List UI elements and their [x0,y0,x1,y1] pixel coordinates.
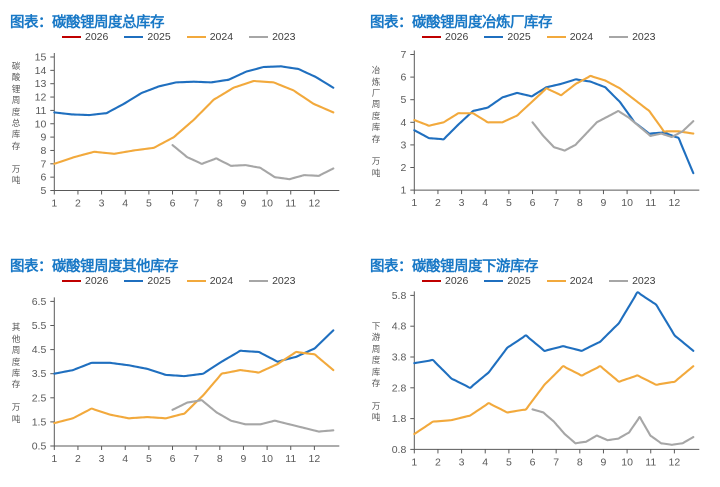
svg-text:12: 12 [669,456,681,468]
svg-text:6: 6 [40,172,46,184]
svg-text:3: 3 [99,453,105,465]
svg-text:7: 7 [40,158,46,170]
svg-text:12: 12 [669,197,681,209]
svg-text:10: 10 [261,453,273,465]
svg-text:12: 12 [35,92,47,104]
svg-text:3: 3 [459,197,465,209]
svg-text:3: 3 [99,198,105,210]
svg-text:5: 5 [40,185,46,197]
svg-text:9: 9 [601,197,607,209]
svg-text:11: 11 [645,456,656,468]
svg-text:9: 9 [601,456,607,468]
svg-text:2: 2 [435,197,441,209]
svg-text:10: 10 [621,456,633,468]
svg-text:7: 7 [553,456,559,468]
svg-text:5: 5 [400,94,406,106]
svg-text:1.5: 1.5 [32,416,47,428]
svg-text:1: 1 [51,453,57,465]
svg-text:9: 9 [241,453,247,465]
svg-text:2: 2 [435,456,441,468]
svg-text:6: 6 [170,453,176,465]
svg-text:8: 8 [217,198,223,210]
svg-text:15: 15 [35,52,47,64]
svg-text:6.5: 6.5 [32,296,47,308]
svg-text:4: 4 [122,198,128,210]
svg-text:9: 9 [241,198,247,210]
svg-text:3.8: 3.8 [392,352,407,364]
svg-text:14: 14 [35,65,47,77]
svg-text:6: 6 [400,72,406,84]
svg-text:7: 7 [193,198,199,210]
svg-text:10: 10 [621,197,633,209]
svg-text:12: 12 [309,198,321,210]
svg-text:8: 8 [577,456,583,468]
svg-text:4: 4 [122,453,128,465]
svg-text:11: 11 [285,198,296,210]
svg-text:6: 6 [170,198,176,210]
svg-text:0.8: 0.8 [392,444,407,456]
svg-text:8: 8 [577,197,583,209]
svg-text:5: 5 [146,453,152,465]
svg-text:8: 8 [40,145,46,157]
svg-text:3: 3 [459,456,465,468]
svg-text:7: 7 [553,197,559,209]
svg-text:11: 11 [35,105,46,117]
svg-text:13: 13 [35,78,47,90]
svg-text:2: 2 [75,198,81,210]
svg-text:4: 4 [400,117,406,129]
svg-text:5: 5 [146,198,152,210]
svg-text:12: 12 [309,453,321,465]
svg-text:1: 1 [411,456,417,468]
svg-text:1: 1 [51,198,57,210]
svg-text:3: 3 [400,139,406,151]
svg-text:1.8: 1.8 [392,413,407,425]
svg-text:4: 4 [482,197,488,209]
svg-text:2.5: 2.5 [32,392,47,404]
svg-text:10: 10 [261,198,273,210]
svg-text:1: 1 [400,185,406,197]
svg-text:3.5: 3.5 [32,368,47,380]
svg-text:11: 11 [645,197,656,209]
svg-text:2: 2 [75,453,81,465]
svg-text:2: 2 [400,162,406,174]
svg-text:9: 9 [40,132,46,144]
svg-text:4.8: 4.8 [392,321,407,333]
svg-text:5: 5 [506,197,512,209]
svg-text:8: 8 [217,453,223,465]
svg-text:5.5: 5.5 [32,320,47,332]
svg-text:10: 10 [35,118,47,130]
svg-text:4: 4 [482,456,488,468]
svg-text:5: 5 [506,456,512,468]
svg-text:2.8: 2.8 [392,382,407,394]
svg-text:7: 7 [400,49,406,61]
svg-text:11: 11 [285,453,296,465]
svg-text:0.5: 0.5 [32,441,47,453]
svg-text:6: 6 [530,197,536,209]
svg-text:6: 6 [530,456,536,468]
svg-text:7: 7 [193,453,199,465]
svg-text:4.5: 4.5 [32,344,47,356]
svg-text:1: 1 [411,197,417,209]
svg-text:5.8: 5.8 [392,290,407,302]
